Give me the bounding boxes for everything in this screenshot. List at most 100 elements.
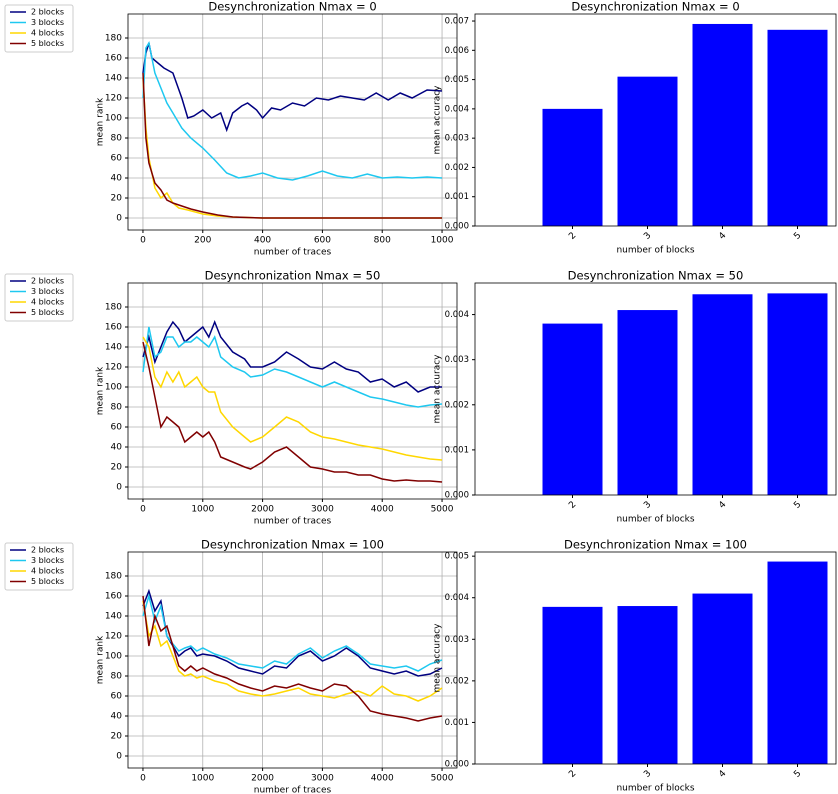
chart-title: Desynchronization Nmax = 100 [564,538,747,552]
y-axis-label: mean rank [96,635,106,684]
y-tick-label: 100 [105,114,122,124]
legend-label: 2 blocks [31,8,64,17]
y-tick-label: 180 [105,34,122,44]
x-tick-label: 1000 [431,236,454,246]
y-tick-label: 180 [105,303,122,313]
y-tick-label: 0.001 [445,445,469,455]
y-tick-label: 80 [111,134,123,144]
y-tick-label: 0.001 [445,718,469,728]
plot-frame [474,282,837,496]
bar [767,29,828,227]
y-tick-label: 100 [105,383,122,393]
x-tick-label: 400 [254,236,271,246]
x-tick-label: 4000 [371,774,394,784]
data-line [142,40,443,181]
x-tick-label: 5 [792,231,803,242]
bar [692,23,753,227]
x-tick-label: 4 [717,231,728,242]
x-tick-label: 5000 [431,505,454,515]
bar [542,108,603,226]
y-tick-label: 0.006 [445,46,469,56]
y-axis-label: mean rank [96,366,106,415]
data-line [142,42,443,133]
legend-label: 4 blocks [31,29,64,38]
y-tick-label: 140 [105,343,122,353]
x-tick-label: 3000 [311,505,334,515]
x-tick-label: 2 [567,500,578,511]
data-line [142,593,443,672]
y-tick-label: 160 [105,323,122,333]
bar [767,293,828,495]
y-tick-label: 120 [105,94,122,104]
x-tick-label: 2 [567,231,578,242]
plot-frame [127,551,458,769]
y-tick-label: 0.000 [445,760,469,770]
y-tick-label: 60 [111,692,123,702]
x-tick-label: 800 [374,236,391,246]
legend-label: 4 blocks [31,567,64,576]
data-line [142,336,443,461]
y-tick-label: 180 [105,572,122,582]
x-axis-label: number of blocks [616,246,694,256]
x-tick-label: 0 [140,236,146,246]
y-tick-label: 0.002 [445,676,469,686]
y-tick-label: 20 [111,732,123,742]
y-tick-label: 20 [111,463,123,473]
y-tick-label: 0.004 [445,104,469,114]
x-axis-label: number of traces [254,786,332,794]
chart-title: Desynchronization Nmax = 100 [201,538,384,552]
x-tick-label: 3 [642,769,653,780]
x-axis-label: number of blocks [616,515,694,525]
bar [767,561,828,764]
chart-title: Desynchronization Nmax = 0 [208,0,376,14]
y-tick-label: 0.002 [445,163,469,173]
y-axis-label: mean accuracy [433,623,443,693]
data-line [142,72,442,219]
y-axis-label: mean rank [96,97,106,146]
legend-label: 4 blocks [31,298,64,307]
y-tick-label: 20 [111,194,123,204]
data-line [142,77,442,219]
legend-box [4,4,74,53]
bar [692,593,753,764]
x-axis-label: number of blocks [616,784,694,794]
x-tick-label: 3 [642,500,653,511]
legend-label: 2 blocks [31,546,64,555]
y-tick-label: 0.004 [445,593,469,603]
x-tick-label: 0 [140,505,146,515]
x-tick-label: 3000 [311,774,334,784]
legend-label: 5 blocks [31,577,64,586]
y-tick-label: 0.004 [445,310,469,320]
x-tick-label: 4000 [371,505,394,515]
legend-label: 3 blocks [31,556,64,565]
y-tick-label: 120 [105,363,122,373]
y-tick-label: 0 [116,752,122,762]
x-tick-label: 2 [567,769,578,780]
legend-label: 3 blocks [31,287,64,296]
data-line [142,595,443,722]
x-tick-label: 5 [792,769,803,780]
legend-label: 5 blocks [31,39,64,48]
x-tick-label: 5000 [431,774,454,784]
x-tick-label: 5 [792,500,803,511]
y-axis-label: mean accuracy [433,354,443,424]
y-tick-label: 0.003 [445,355,469,365]
y-tick-label: 0.001 [445,192,469,202]
data-line [142,588,443,677]
data-line [142,326,443,408]
x-tick-label: 200 [194,236,211,246]
x-tick-label: 4 [717,769,728,780]
y-tick-label: 40 [111,712,123,722]
plot-frame [474,13,837,227]
x-tick-label: 1000 [191,505,214,515]
bar [617,310,678,495]
data-line [142,341,443,483]
y-tick-label: 120 [105,632,122,642]
plot-frame [474,551,837,765]
chart-title: Desynchronization Nmax = 0 [571,0,739,14]
bar [542,323,603,495]
y-tick-label: 40 [111,174,123,184]
bar [617,76,678,226]
plot-frame [127,282,458,500]
